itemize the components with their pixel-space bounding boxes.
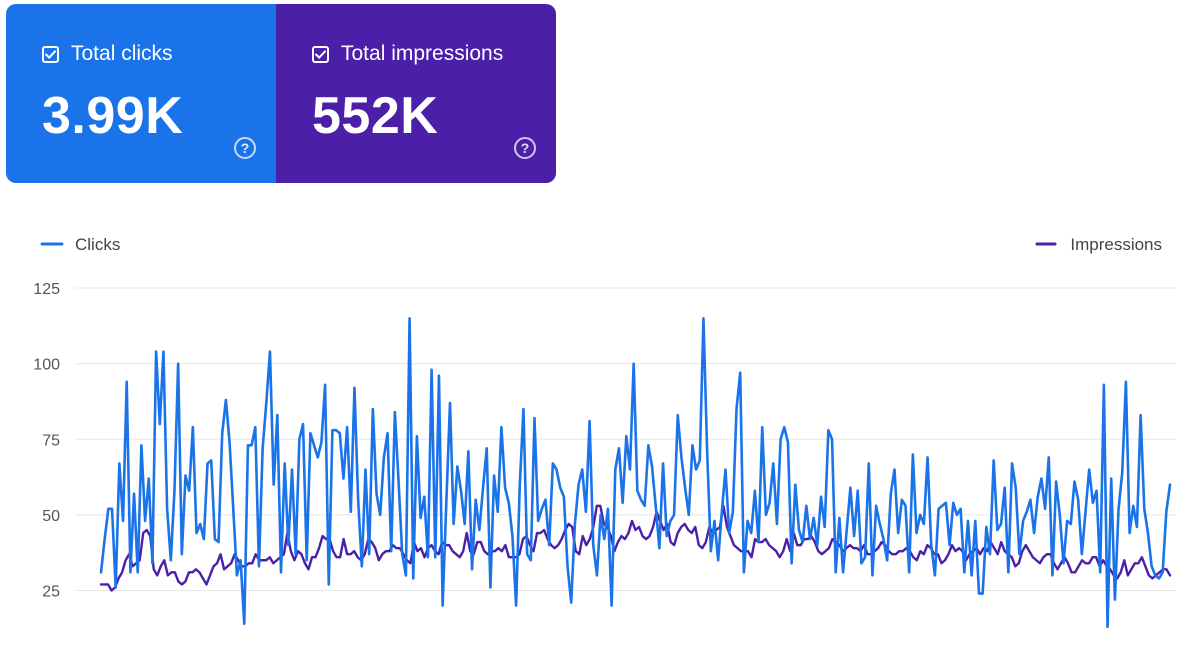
metric-cards: Total clicks 3.99K ? Total impressions 5… [6, 4, 556, 183]
total-impressions-header: Total impressions [312, 42, 503, 66]
total-impressions-value: 552K [312, 87, 439, 145]
y-tick-label: 125 [33, 281, 60, 298]
total-clicks-card[interactable]: Total clicks 3.99K ? [6, 4, 276, 183]
y-tick-label: 75 [42, 432, 60, 449]
question-circle-icon[interactable]: ? [514, 137, 536, 159]
question-circle-icon[interactable]: ? [234, 137, 256, 159]
checkbox-checked-icon[interactable] [42, 45, 59, 63]
performance-line-chart: 25 50 75 100 125 Clicks Impressions [33, 235, 1176, 629]
legend-clicks-label: Clicks [75, 235, 120, 254]
legend-impressions-label: Impressions [1070, 235, 1162, 254]
series-line-clicks [99, 316, 1172, 629]
total-clicks-value: 3.99K [42, 87, 184, 145]
checkbox-checked-icon[interactable] [312, 45, 329, 63]
total-clicks-label: Total clicks [71, 42, 173, 65]
y-tick-label: 50 [42, 508, 60, 525]
y-tick-label: 25 [42, 584, 60, 601]
total-impressions-label: Total impressions [341, 42, 504, 65]
total-clicks-header: Total clicks [42, 42, 173, 66]
series-line-impressions [99, 504, 1172, 592]
total-impressions-card[interactable]: Total impressions 552K ? [276, 4, 556, 183]
y-tick-label: 100 [33, 357, 60, 374]
